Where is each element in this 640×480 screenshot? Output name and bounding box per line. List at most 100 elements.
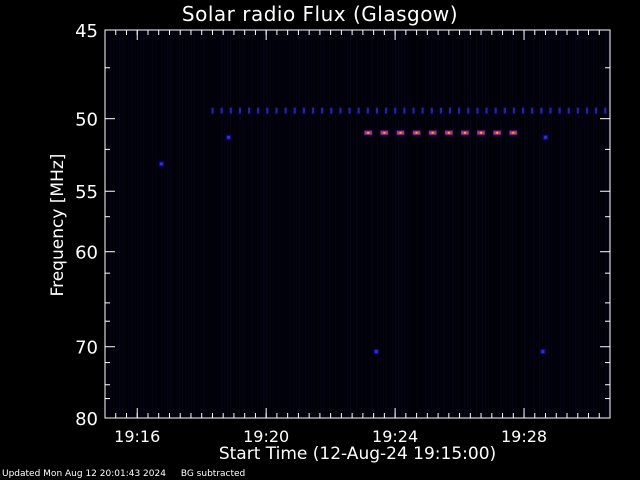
noise-column xyxy=(578,30,580,418)
noise-column xyxy=(287,30,289,418)
noise-column xyxy=(158,30,160,418)
noise-column xyxy=(497,30,499,418)
noise-column xyxy=(110,30,112,418)
noise-column xyxy=(338,30,340,418)
emission-dash xyxy=(558,107,561,114)
emission-dash xyxy=(330,107,333,114)
noise-column xyxy=(404,30,406,418)
noise-column xyxy=(116,30,118,418)
noise-column xyxy=(437,30,439,418)
emission-dash xyxy=(229,107,232,114)
noise-column xyxy=(596,30,598,418)
noise-column xyxy=(410,30,412,418)
noise-column xyxy=(452,30,454,418)
noise-column xyxy=(269,30,271,418)
noise-column xyxy=(242,30,244,418)
emission-dash xyxy=(394,107,397,114)
noise-column xyxy=(344,30,346,418)
noise-column xyxy=(539,30,541,418)
noise-column xyxy=(482,30,484,418)
y-tick-label: 50 xyxy=(75,110,98,131)
emission-core xyxy=(463,131,466,134)
noise-column xyxy=(581,30,583,418)
noise-column xyxy=(155,30,157,418)
noise-column xyxy=(491,30,493,418)
emission-dash xyxy=(366,107,369,114)
noise-column xyxy=(467,30,469,418)
emission-dash xyxy=(604,107,607,114)
emission-dash xyxy=(476,107,479,114)
noise-column xyxy=(359,30,361,418)
noise-column xyxy=(149,30,151,418)
noise-column xyxy=(329,30,331,418)
noise-column xyxy=(236,30,238,418)
background-note: BG subtracted xyxy=(180,469,246,479)
noise-column xyxy=(272,30,274,418)
emission-dash xyxy=(576,107,579,114)
noise-column xyxy=(176,30,178,418)
emission-dash xyxy=(421,107,424,114)
emission-dash xyxy=(521,107,525,114)
noise-column xyxy=(518,30,520,418)
emission-dash xyxy=(503,107,506,114)
emission-dash xyxy=(448,107,452,114)
emission-dash xyxy=(339,107,342,114)
noise-column xyxy=(206,30,208,418)
noise-column xyxy=(527,30,529,418)
emission-band-1 xyxy=(364,130,518,136)
emission-spot xyxy=(540,349,546,355)
noise-column xyxy=(431,30,433,418)
noise-column xyxy=(215,30,217,418)
x-tick-label: 19:24 xyxy=(372,427,418,446)
noise-column xyxy=(107,30,109,418)
noise-column xyxy=(209,30,211,418)
noise-column xyxy=(347,30,349,418)
emission-dash xyxy=(247,107,251,114)
noise-column xyxy=(506,30,508,418)
emission-dash xyxy=(412,107,415,114)
noise-column xyxy=(356,30,358,418)
spot-core xyxy=(159,162,163,166)
noise-column xyxy=(428,30,430,418)
noise-column xyxy=(503,30,505,418)
noise-column xyxy=(341,30,343,418)
noise-column xyxy=(161,30,163,418)
noise-column xyxy=(473,30,475,418)
noise-column xyxy=(500,30,502,418)
emission-spot xyxy=(226,134,232,140)
noise-column xyxy=(254,30,256,418)
noise-column xyxy=(326,30,328,418)
noise-column xyxy=(608,30,610,418)
x-tick-label: 19:28 xyxy=(501,427,547,446)
spot-core xyxy=(227,135,231,139)
noise-column xyxy=(593,30,595,418)
emission-dash xyxy=(384,107,388,114)
noise-column xyxy=(365,30,367,418)
noise-column xyxy=(434,30,436,418)
emission-core xyxy=(415,131,418,134)
noise-column xyxy=(323,30,325,418)
noise-column xyxy=(416,30,418,418)
noise-column xyxy=(476,30,478,418)
emission-spot xyxy=(543,134,549,140)
noise-column xyxy=(137,30,139,418)
emission-dash xyxy=(284,107,287,114)
noise-column xyxy=(548,30,550,418)
noise-column xyxy=(281,30,283,418)
noise-column xyxy=(446,30,448,418)
noise-column xyxy=(353,30,355,418)
axes: 45 50 55 60 70 80 19:16 19:20 19:24 19:28 xyxy=(75,21,611,446)
noise-column xyxy=(590,30,592,418)
noise-column xyxy=(203,30,205,418)
noise-column xyxy=(134,30,136,418)
noise-column xyxy=(170,30,172,418)
noise-column xyxy=(212,30,214,418)
x-tick-label: 19:20 xyxy=(243,427,289,446)
noise-column xyxy=(257,30,259,418)
noise-column xyxy=(245,30,247,418)
noise-column xyxy=(536,30,538,418)
emission-spot xyxy=(373,349,379,355)
noise-column xyxy=(422,30,424,418)
noise-column xyxy=(185,30,187,418)
noise-column xyxy=(401,30,403,418)
